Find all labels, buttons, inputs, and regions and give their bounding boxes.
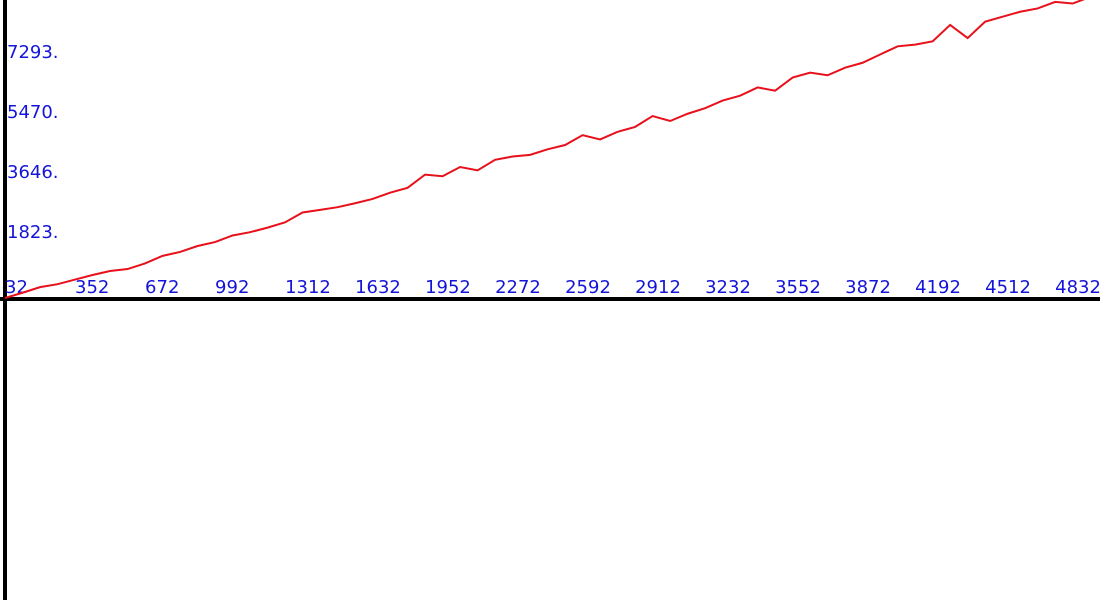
x-tick-label: 352 xyxy=(75,277,109,298)
x-tick-label: 1632 xyxy=(355,277,401,298)
x-tick-label: 4832 xyxy=(1055,277,1100,298)
x-tick-label: 672 xyxy=(145,277,179,298)
x-tick-label: 3232 xyxy=(705,277,751,298)
x-tick-label: 3552 xyxy=(775,277,821,298)
x-tick-label: 992 xyxy=(215,277,249,298)
x-tick-label: 4512 xyxy=(985,277,1031,298)
y-tick-label: 3646. xyxy=(7,162,59,183)
x-tick-label: 2272 xyxy=(495,277,541,298)
x-tick-label: 1952 xyxy=(425,277,471,298)
x-tick-label: 2912 xyxy=(635,277,681,298)
x-tick-label: 3872 xyxy=(845,277,891,298)
y-tick-label: 7293. xyxy=(7,42,59,63)
x-tick-label: 4192 xyxy=(915,277,961,298)
y-tick-label: 5470. xyxy=(7,102,59,123)
x-tick-label: 1312 xyxy=(285,277,331,298)
x-tick-label: 2592 xyxy=(565,277,611,298)
data-line xyxy=(4,0,1085,299)
y-tick-label: 1823. xyxy=(7,222,59,243)
